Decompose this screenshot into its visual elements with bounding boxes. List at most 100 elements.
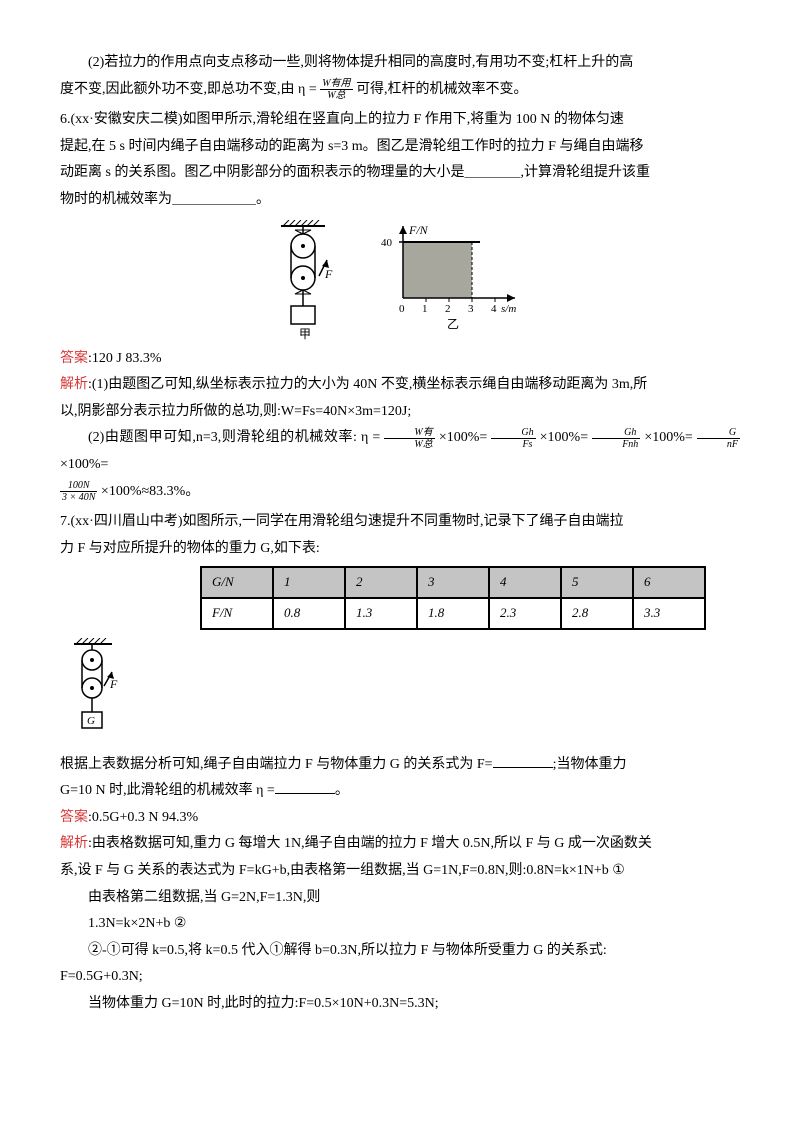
q6-a1: :(1)由题图乙可知,纵坐标表示拉力的大小为 40N 不变,横坐标表示绳自由端移… xyxy=(88,377,647,392)
f3d: Fnh xyxy=(592,439,640,450)
cell: 2.8 xyxy=(561,598,633,629)
f3n: Gh xyxy=(592,427,640,439)
q6-analysis-2: 以,阴影部分表示拉力所做的总功,则:W=Fs=40N×3m=120J; xyxy=(60,399,740,426)
q7-analysis-2: 系,设 F 与 G 关系的表达式为 F=kG+b,由表格第一组数据,当 G=1N… xyxy=(60,858,740,885)
q7-analysis-5: ②-①可得 k=0.5,将 k=0.5 代入①解得 b=0.3N,所以拉力 F … xyxy=(60,938,740,965)
q6-line2: 提起,在 5 s 时间内绳子自由端移动的距离为 s=3 m。图乙是滑轮组工作时的… xyxy=(60,134,740,161)
svg-text:F: F xyxy=(324,267,333,281)
frac-num: W有用 xyxy=(320,78,352,90)
q5-part2-line1: (2)若拉力的作用点向支点移动一些,则将物体提升相同的高度时,有用功不变;杠杆上… xyxy=(60,50,740,77)
cell: 1.3 xyxy=(345,598,417,629)
svg-text:40: 40 xyxy=(381,237,393,249)
cell: 6 xyxy=(633,567,705,598)
cell: 3 xyxy=(417,567,489,598)
svg-text:4: 4 xyxy=(491,303,497,315)
q6-answer: 答案:120 J 83.3% xyxy=(60,346,740,373)
frac2: GhFs xyxy=(491,427,535,450)
f5n: 100N xyxy=(60,480,97,492)
q6-chart-figure: F/N 40 0 1 2 3 4 s/m 乙 xyxy=(375,220,525,340)
svg-text:2: 2 xyxy=(445,303,451,315)
frac-eta-w: W有用 W总 xyxy=(320,78,352,101)
svg-text:甲: 甲 xyxy=(299,327,311,340)
q7-b2-prefix: G=10 N 时,此滑轮组的机械效率 η = xyxy=(60,783,275,798)
b2suf: ×100%≈83.3%。 xyxy=(101,484,199,499)
pulley-svg-jia: F 甲 xyxy=(275,220,335,340)
q7-b2-suffix: 。 xyxy=(335,783,349,798)
b1suf: ×100%= xyxy=(60,457,108,472)
q6-pulley-figure: F 甲 xyxy=(275,220,335,340)
q7-analysis-1: 解析:由表格数据可知,重力 G 每增大 1N,绳子自由端的拉力 F 增大 0.5… xyxy=(60,831,740,858)
q6-line4: 物时的机械效率为＿＿＿＿＿＿。 xyxy=(60,187,740,214)
frac4: GnF xyxy=(697,427,740,450)
frac1: W有W总 xyxy=(384,427,434,450)
frac5: 100N3 × 40N xyxy=(60,480,97,503)
q7-below-1: 根据上表数据分析可知,绳子自由端拉力 F 与物体重力 G 的关系式为 F= ;当物… xyxy=(60,752,740,779)
table-row: G/N 1 2 3 4 5 6 xyxy=(201,567,705,598)
m2: ×100%= xyxy=(540,430,588,445)
answer-label: 答案 xyxy=(60,810,88,825)
q6-analysis-3: (2)由题图甲可知,n=3,则滑轮组的机械效率: η = W有W总 ×100%=… xyxy=(60,425,740,478)
q7-answer: 答案:0.5G+0.3 N 94.3% xyxy=(60,805,740,832)
cell: 5 xyxy=(561,567,633,598)
q7-below-2: G=10 N 时,此滑轮组的机械效率 η = 。 xyxy=(60,778,740,805)
table-row: F/N 0.8 1.3 1.8 2.3 2.8 3.3 xyxy=(201,598,705,629)
cell: 4 xyxy=(489,567,561,598)
m1: ×100%= xyxy=(439,430,487,445)
q6-analysis-1: 解析:(1)由题图乙可知,纵坐标表示拉力的大小为 40N 不变,横坐标表示绳自由… xyxy=(60,372,740,399)
f4n: G xyxy=(697,427,740,439)
q7-analysis-3: 由表格第二组数据,当 G=2N,F=1.3N,则 xyxy=(60,885,740,912)
q7-answer-text: :0.5G+0.3 N 94.3% xyxy=(88,810,198,825)
q7-analysis-4: 1.3N=k×2N+b ② xyxy=(60,911,740,938)
cell: 1.8 xyxy=(417,598,489,629)
q7-table: G/N 1 2 3 4 5 6 F/N 0.8 1.3 1.8 2.3 2.8 … xyxy=(200,566,706,629)
svg-text:G: G xyxy=(87,715,95,727)
svg-text:0: 0 xyxy=(399,303,405,315)
cell: G/N xyxy=(201,567,273,598)
q5-p2b-suffix: 可得,杠杆的机械效率不变。 xyxy=(356,82,528,97)
f1d: W总 xyxy=(384,439,434,450)
cell: 2 xyxy=(345,567,417,598)
q6-figures: F 甲 F/N 40 0 1 2 3 4 s/m 乙 xyxy=(60,220,740,340)
frac-den: W总 xyxy=(320,90,352,101)
svg-text:F/N: F/N xyxy=(408,223,429,237)
cell: 2.3 xyxy=(489,598,561,629)
q7-analysis-7: 当物体重力 G=10N 时,此时的拉力:F=0.5×10N+0.3N=5.3N; xyxy=(60,991,740,1018)
q5-p2b-prefix: 度不变,因此额外功不变,即总功不变,由 η = xyxy=(60,82,317,97)
f2n: Gh xyxy=(491,427,535,439)
q7-pulley-figure: G F xyxy=(70,638,740,748)
analysis-label: 解析 xyxy=(60,836,88,851)
q6-line1: 6.(xx·安徽安庆二模)如图甲所示,滑轮组在竖直向上的拉力 F 作用下,将重为… xyxy=(60,107,740,134)
cell: F/N xyxy=(201,598,273,629)
blank xyxy=(493,753,553,768)
q7-analysis-6: F=0.5G+0.3N; xyxy=(60,964,740,991)
cell: 0.8 xyxy=(273,598,345,629)
q7-c1: :由表格数据可知,重力 G 每增大 1N,绳子自由端的拉力 F 增大 0.5N,… xyxy=(88,836,652,851)
svg-text:乙: 乙 xyxy=(447,317,459,331)
blank xyxy=(275,779,335,794)
q6-b1-prefix: (2)由题图甲可知,n=3,则滑轮组的机械效率: η = xyxy=(88,430,380,445)
svg-text:1: 1 xyxy=(422,303,428,315)
answer-label: 答案 xyxy=(60,351,88,366)
q7-b1-suffix: ;当物体重力 xyxy=(553,757,627,772)
svg-text:3: 3 xyxy=(468,303,474,315)
f2d: Fs xyxy=(491,439,535,450)
f4d: nF xyxy=(697,439,740,450)
q7-line1: 7.(xx·四川眉山中考)如图所示,一同学在用滑轮组匀速提升不同重物时,记录下了… xyxy=(60,509,740,536)
frac3: GhFnh xyxy=(592,427,640,450)
svg-text:F: F xyxy=(109,677,118,691)
analysis-label: 解析 xyxy=(60,377,88,392)
q6-answer-text: :120 J 83.3% xyxy=(88,351,162,366)
cell: 3.3 xyxy=(633,598,705,629)
f1n: W有 xyxy=(384,427,434,439)
q7-line2: 力 F 与对应所提升的物体的重力 G,如下表: xyxy=(60,536,740,563)
q6-line3: 动距离 s 的关系图。图乙中阴影部分的面积表示的物理量的大小是＿＿＿＿,计算滑轮… xyxy=(60,160,740,187)
pulley-svg-q7: G F xyxy=(70,638,120,748)
cell: 1 xyxy=(273,567,345,598)
svg-text:s/m: s/m xyxy=(501,303,516,315)
chart-svg-yi: F/N 40 0 1 2 3 4 s/m 乙 xyxy=(375,220,525,340)
q5-part2-line2: 度不变,因此额外功不变,即总功不变,由 η = W有用 W总 可得,杠杆的机械效… xyxy=(60,77,740,104)
f5d: 3 × 40N xyxy=(60,492,97,503)
m3: ×100%= xyxy=(644,430,692,445)
q7-b1-prefix: 根据上表数据分析可知,绳子自由端拉力 F 与物体重力 G 的关系式为 F= xyxy=(60,757,493,772)
q6-analysis-4: 100N3 × 40N ×100%≈83.3%。 xyxy=(60,479,740,506)
